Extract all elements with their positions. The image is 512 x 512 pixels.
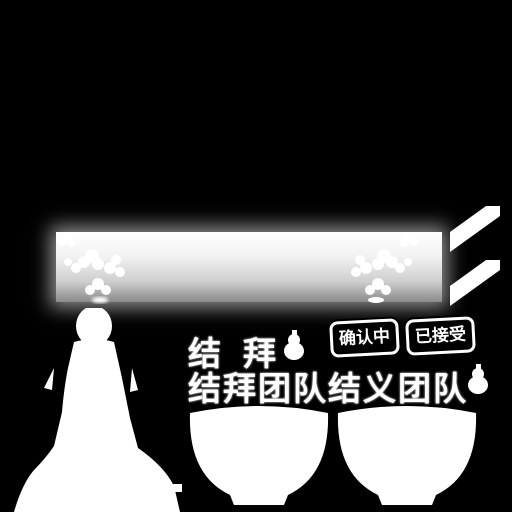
status-accepted-badge: 已接受	[405, 316, 476, 356]
jiebai-label: 结拜	[188, 334, 298, 373]
team-labels: 结拜团队结义团队	[188, 369, 468, 408]
slant-tab-icon[interactable]	[448, 260, 500, 306]
flower-cluster-icon	[58, 233, 125, 303]
slant-tab-icon[interactable]	[448, 206, 500, 252]
flower-cluster-icon	[351, 233, 418, 303]
gourd-icon	[284, 330, 304, 360]
gourd-icon	[468, 364, 488, 394]
status-confirming-badge: 确认中	[329, 318, 400, 358]
bowl-icon	[337, 406, 477, 505]
monk-silhouette-icon	[14, 308, 182, 512]
bowl-icon	[189, 406, 329, 505]
